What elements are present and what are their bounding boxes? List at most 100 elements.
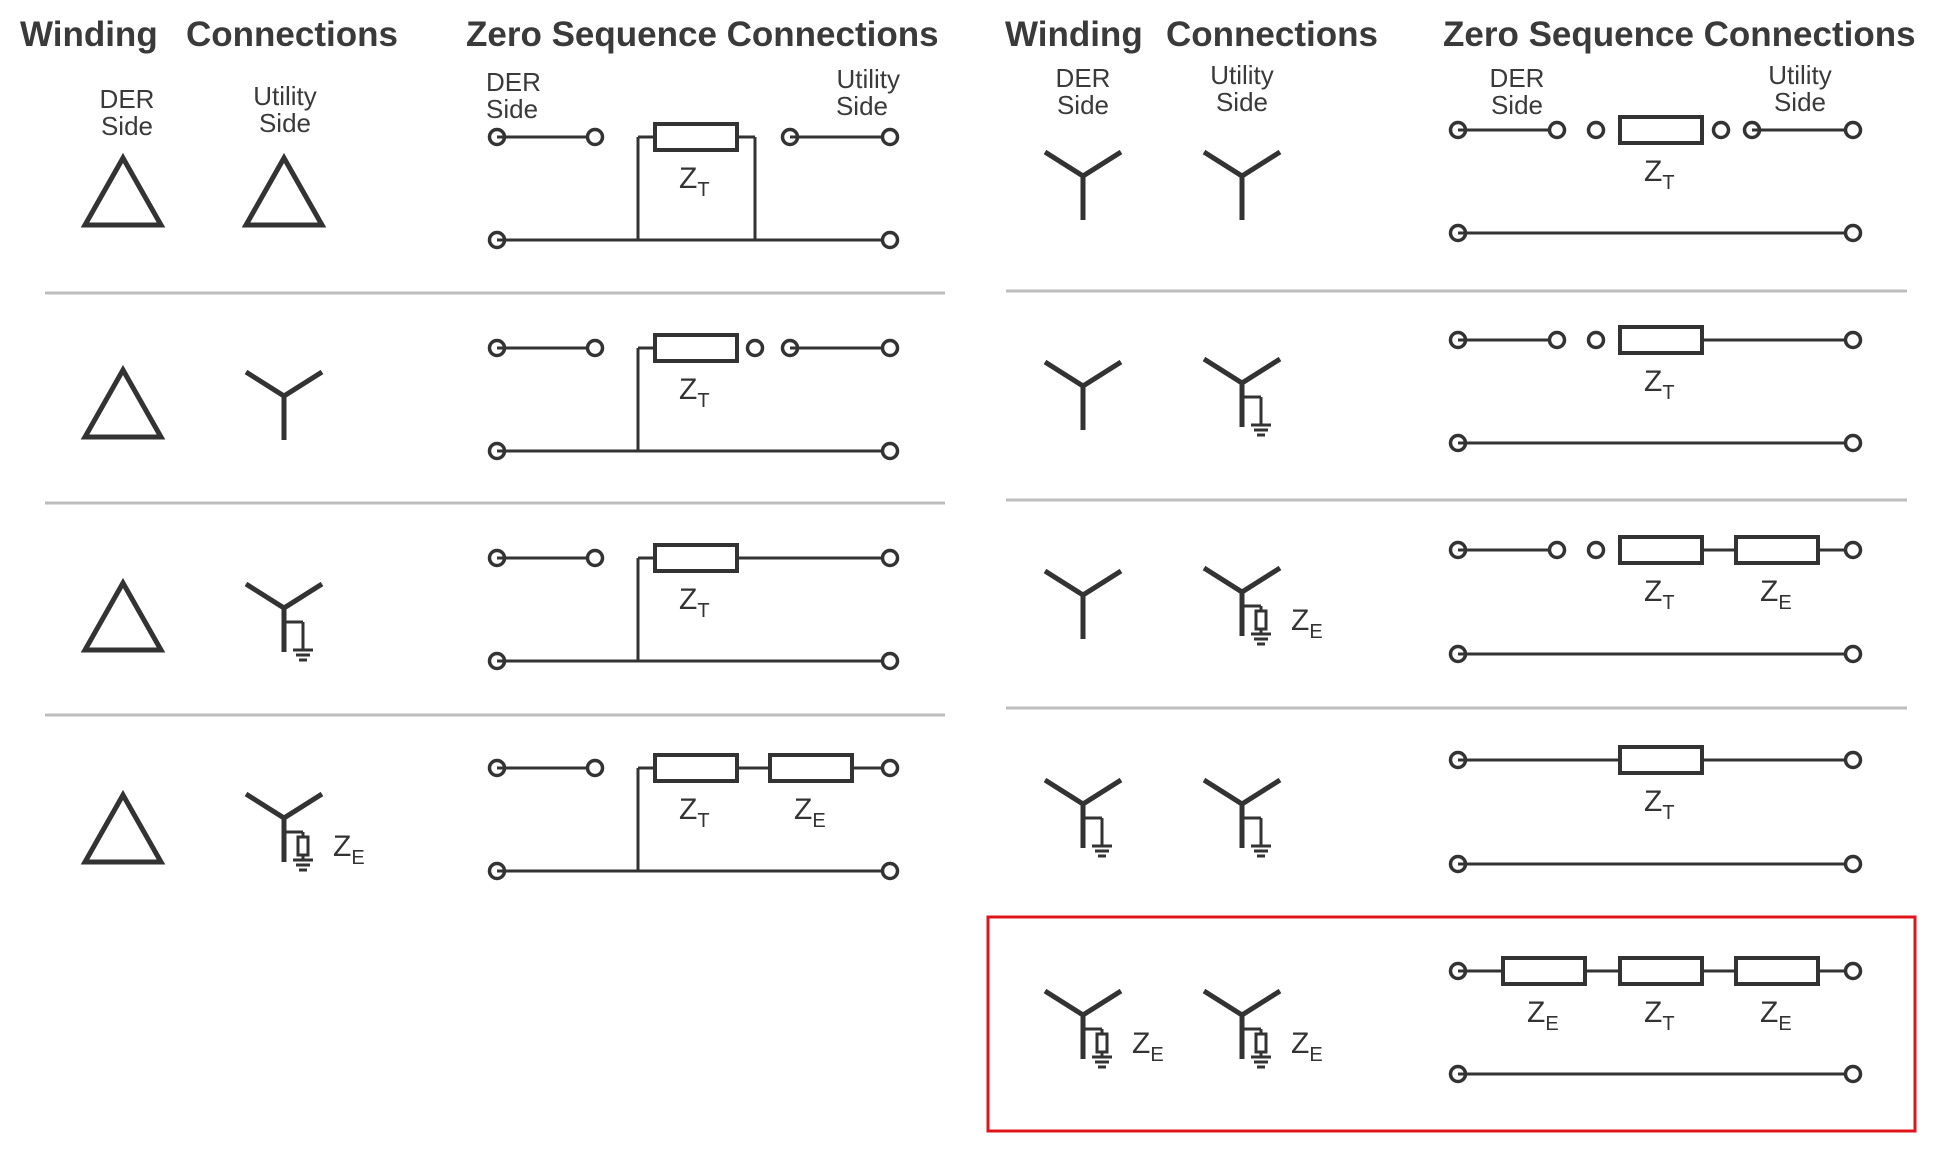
header-connections-right: Connections xyxy=(1166,15,1378,54)
delta-winding-icon xyxy=(80,364,166,440)
zt-label: ZT xyxy=(679,162,710,201)
terminal-icon xyxy=(585,127,605,147)
grounding-impedance-resistor xyxy=(1734,956,1820,986)
zt-label: ZT xyxy=(679,793,710,832)
wye-winding-icon xyxy=(1043,568,1123,639)
wye-grounded-impedance-winding-icon xyxy=(244,791,324,862)
transformer-impedance-resistor xyxy=(1618,535,1704,565)
terminal-icon xyxy=(880,127,900,147)
ze-label: ZE xyxy=(333,830,365,869)
wye-winding-icon xyxy=(1043,359,1123,430)
wye-grounded-impedance-winding-icon xyxy=(1202,988,1282,1059)
label-der-side-circuit-left: DER Side xyxy=(486,67,541,124)
grounding-impedance-resistor xyxy=(1501,956,1587,986)
label-der-side-left: DER Side xyxy=(100,84,155,141)
terminal-icon xyxy=(1711,120,1731,140)
terminal-icon xyxy=(1586,330,1606,350)
terminal-icon xyxy=(1843,540,1863,560)
terminal-icon xyxy=(1843,854,1863,874)
ze-label: ZE xyxy=(794,793,826,832)
terminal-icon xyxy=(1843,644,1863,664)
zero-sequence-circuits: ZT ZT ZT ZT ZE ZT ZT ZT ZE ZT ZE ZT ZE xyxy=(487,115,1863,1084)
terminal-icon xyxy=(1843,1064,1863,1084)
zt-label: ZT xyxy=(1644,365,1675,404)
zt-label: ZT xyxy=(1644,996,1675,1035)
terminal-icon xyxy=(745,338,765,358)
zt-label: ZT xyxy=(1644,575,1675,614)
terminal-icon xyxy=(880,548,900,568)
terminal-icon xyxy=(1547,540,1567,560)
label-utility-side-right: Utility Side xyxy=(1210,60,1274,117)
label-utility-side-circuit-left: Utility Side xyxy=(836,64,900,121)
terminal-icon xyxy=(1843,961,1863,981)
terminal-icon xyxy=(1843,223,1863,243)
ze-label: ZE xyxy=(1132,1027,1164,1066)
wye-winding-icon xyxy=(1202,149,1282,220)
label-utility-side-left: Utility Side xyxy=(253,81,317,138)
wye-grounded-winding-icon xyxy=(1043,777,1123,848)
terminal-icon xyxy=(585,338,605,358)
zt-label: ZT xyxy=(1644,155,1675,194)
delta-winding-icon xyxy=(80,152,166,228)
terminal-icon xyxy=(880,441,900,461)
label-der-side-circuit-right: DER Side xyxy=(1490,63,1545,120)
transformer-impedance-resistor xyxy=(1618,745,1704,775)
header-zero-sequence-left: Zero Sequence Connections xyxy=(466,15,939,54)
transformer-impedance-resistor xyxy=(653,122,739,152)
grounding-impedance-icon xyxy=(1095,1032,1109,1054)
ze-label: ZE xyxy=(1760,996,1792,1035)
transformer-impedance-resistor xyxy=(653,753,739,783)
zt-label: ZT xyxy=(679,583,710,622)
wye-winding-icon xyxy=(1043,149,1123,220)
ze-label: ZE xyxy=(1527,996,1559,1035)
delta-winding-icon xyxy=(241,152,327,228)
wye-grounded-impedance-winding-icon xyxy=(1043,988,1123,1059)
wye-winding-icon xyxy=(244,369,324,440)
zt-label: ZT xyxy=(679,373,710,412)
grounding-impedance-resistor xyxy=(768,753,854,783)
delta-winding-icon xyxy=(80,789,166,865)
terminal-icon xyxy=(1586,120,1606,140)
grounding-impedance-icon xyxy=(296,835,310,857)
ze-label: ZE xyxy=(1291,604,1323,643)
grounding-impedance-resistor xyxy=(1734,535,1820,565)
highlight-box xyxy=(986,915,1917,1133)
ze-label: ZE xyxy=(1760,575,1792,614)
label-utility-side-circuit-right: Utility Side xyxy=(1768,60,1832,117)
terminal-icon xyxy=(880,758,900,778)
header-connections-left: Connections xyxy=(186,15,398,54)
header-zero-sequence-right: Zero Sequence Connections xyxy=(1443,15,1916,54)
transformer-impedance-resistor xyxy=(1618,956,1704,986)
wye-grounded-winding-icon xyxy=(1202,777,1282,848)
grounding-impedance-icon xyxy=(1254,1032,1268,1054)
wye-grounded-winding-icon xyxy=(244,581,324,652)
terminal-icon xyxy=(585,758,605,778)
ze-label: ZE xyxy=(1291,1027,1323,1066)
zt-label: ZT xyxy=(1644,785,1675,824)
wye-grounded-impedance-winding-icon xyxy=(1202,565,1282,636)
transformer-impedance-resistor xyxy=(653,543,739,573)
header-winding-left: Winding xyxy=(20,15,158,54)
terminal-icon xyxy=(880,861,900,881)
grounding-impedance-icon xyxy=(1254,609,1268,631)
terminal-icon xyxy=(880,230,900,250)
terminal-icon xyxy=(1547,120,1567,140)
delta-winding-icon xyxy=(80,577,166,653)
terminal-icon xyxy=(585,548,605,568)
transformer-impedance-resistor xyxy=(653,333,739,363)
terminal-icon xyxy=(880,651,900,671)
wye-grounded-winding-icon xyxy=(1202,356,1282,427)
terminal-icon xyxy=(1843,330,1863,350)
winding-symbols: ZE ZE ZE ZE xyxy=(80,149,1323,1069)
terminal-icon xyxy=(1843,120,1863,140)
label-der-side-right: DER Side xyxy=(1056,63,1111,120)
terminal-icon xyxy=(1547,330,1567,350)
terminal-icon xyxy=(1843,750,1863,770)
terminal-icon xyxy=(1843,433,1863,453)
header-winding-right: Winding xyxy=(1005,15,1143,54)
terminal-icon xyxy=(880,338,900,358)
transformer-impedance-resistor xyxy=(1618,115,1704,145)
terminal-icon xyxy=(1586,540,1606,560)
transformer-impedance-resistor xyxy=(1618,325,1704,355)
